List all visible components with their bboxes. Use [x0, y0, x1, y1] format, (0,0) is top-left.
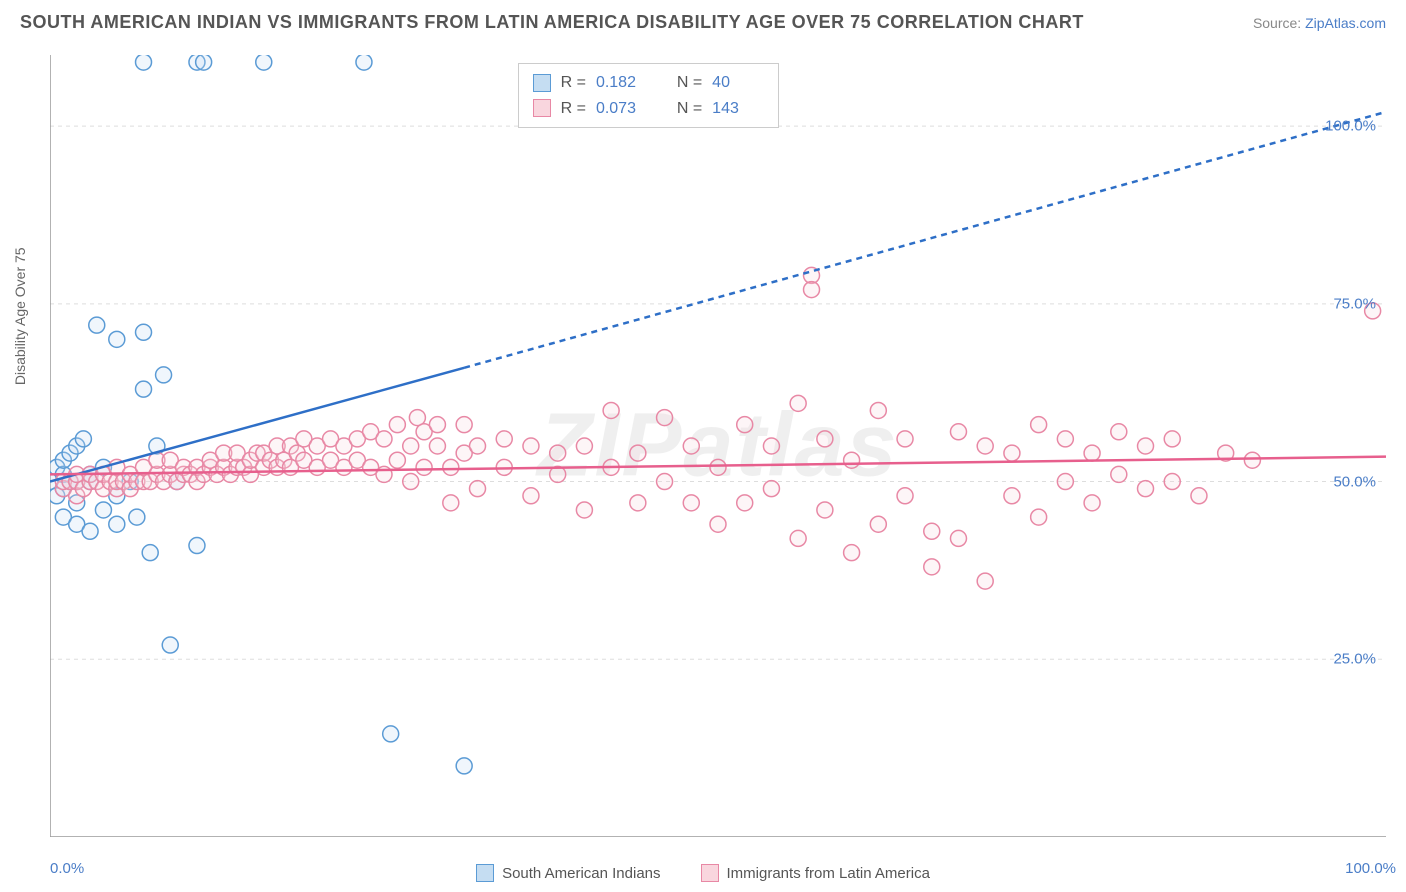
- y-tick-label: 100.0%: [1325, 118, 1376, 135]
- bottom-legend: South American Indians Immigrants from La…: [0, 864, 1406, 882]
- source-attribution: Source: ZipAtlas.com: [1253, 15, 1386, 31]
- legend-item: Immigrants from Latin America: [701, 864, 930, 882]
- stats-row: R = 0.182 N = 40: [533, 70, 765, 96]
- legend-label: South American Indians: [502, 865, 660, 882]
- legend-label: Immigrants from Latin America: [727, 865, 930, 882]
- source-link[interactable]: ZipAtlas.com: [1305, 15, 1386, 31]
- stats-swatch: [533, 99, 551, 117]
- y-axis-label: Disability Age Over 75: [12, 247, 28, 385]
- y-tick-label: 50.0%: [1333, 473, 1376, 490]
- stats-row: R = 0.073 N = 143: [533, 96, 765, 122]
- chart-container: Disability Age Over 75 ZIPatlas R = 0.18…: [50, 55, 1386, 837]
- y-tick-label: 75.0%: [1333, 295, 1376, 312]
- scatter-plot: [50, 55, 1386, 837]
- y-tick-label: 25.0%: [1333, 651, 1376, 668]
- legend-item: South American Indians: [476, 864, 660, 882]
- correlation-stats-box: R = 0.182 N = 40R = 0.073 N = 143: [518, 63, 780, 128]
- legend-swatch: [476, 864, 494, 882]
- chart-title: SOUTH AMERICAN INDIAN VS IMMIGRANTS FROM…: [20, 12, 1084, 33]
- legend-swatch: [701, 864, 719, 882]
- stats-swatch: [533, 74, 551, 92]
